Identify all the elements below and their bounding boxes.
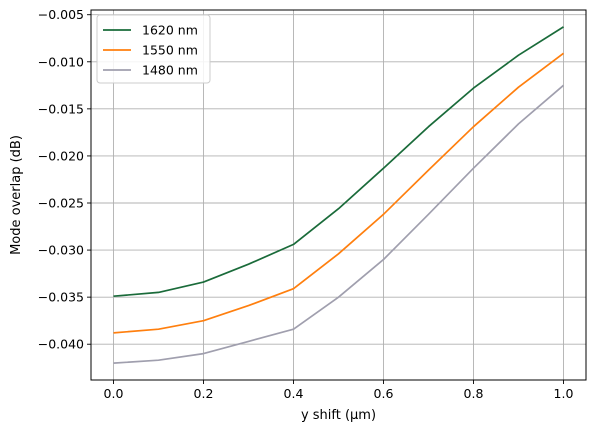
series-line-1480-nm — [113, 84, 565, 364]
series-lines — [113, 26, 565, 364]
grid — [91, 10, 586, 380]
x-tick-label: 1.0 — [554, 386, 574, 401]
legend-box — [96, 14, 211, 84]
y-tick-label: −0.030 — [38, 243, 84, 258]
y-tick-label: −0.005 — [38, 7, 84, 22]
x-tick-label: 0.2 — [194, 386, 214, 401]
x-tick-label: 0.0 — [104, 386, 124, 401]
legend-label: 1480 nm — [142, 63, 198, 78]
y-tick-label: −0.025 — [38, 196, 84, 211]
legend-label: 1620 nm — [142, 23, 198, 38]
series-line-1620-nm — [113, 26, 564, 298]
y-tick-label: −0.020 — [38, 148, 84, 163]
y-tick-label: −0.035 — [38, 290, 84, 305]
y-tick-label: −0.040 — [38, 337, 84, 352]
axis-ticks: 0.0 0.2 0.4 0.6 0.8 1.0 −0.040 −0.035 −0.030 −0.0… — [38, 7, 574, 401]
legend: 1620 nm 1550 nm 1480 nm — [96, 14, 211, 84]
y-tick-label: −0.010 — [38, 54, 84, 69]
plot-area-frame — [90, 9, 587, 381]
x-tick-label: 0.4 — [284, 386, 304, 401]
x-tick-label: 0.8 — [464, 386, 484, 401]
y-axis-label: Mode overlap (dB) — [9, 135, 24, 255]
y-tick-label: −0.015 — [38, 101, 84, 116]
x-axis-label: y shift (µm) — [301, 408, 376, 423]
legend-label: 1550 nm — [142, 43, 198, 58]
x-tick-label: 0.6 — [374, 386, 394, 401]
series-line-1550-nm — [113, 52, 565, 334]
